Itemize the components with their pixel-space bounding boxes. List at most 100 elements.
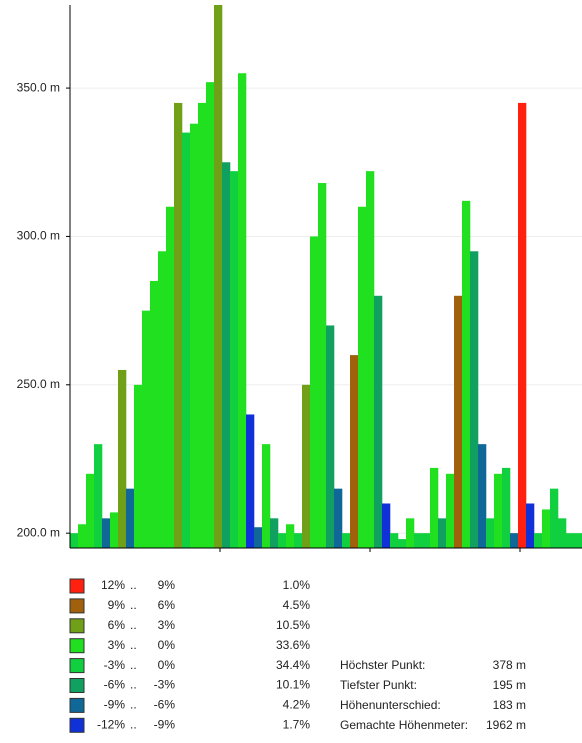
legend-share: 1.7%: [283, 717, 311, 731]
profile-bar: [206, 82, 215, 549]
profile-bar: [510, 533, 519, 548]
profile-bar: [166, 206, 175, 548]
legend-separator: ..: [130, 698, 137, 712]
profile-bar: [254, 527, 263, 548]
profile-bar: [270, 518, 279, 548]
profile-bar: [142, 310, 151, 548]
legend-to: 6%: [158, 598, 176, 612]
profile-bar: [238, 73, 247, 548]
legend-separator: ..: [130, 598, 137, 612]
profile-bar: [94, 444, 103, 548]
profile-bar: [550, 488, 559, 548]
profile-bar: [406, 518, 415, 548]
profile-bar: [126, 488, 135, 548]
legend-swatch: [69, 638, 85, 654]
profile-bar: [478, 444, 487, 548]
profile-bar: [286, 524, 295, 548]
legend-from: -3%: [104, 658, 126, 672]
profile-bar: [438, 518, 447, 548]
legend-share: 34.4%: [276, 658, 310, 672]
legend-from: -12%: [97, 717, 125, 731]
profile-bar: [102, 518, 111, 548]
profile-bar: [150, 280, 159, 548]
profile-bar: [486, 518, 495, 548]
legend-separator: ..: [130, 618, 137, 632]
legend-share: 1.0%: [283, 578, 311, 592]
stat-label: Gemachte Höhenmeter:: [340, 718, 468, 732]
y-tick-label: 300.0 m: [17, 229, 60, 243]
legend-to: 0%: [158, 658, 176, 672]
legend-from: 3%: [108, 638, 126, 652]
profile-bar: [86, 473, 95, 548]
stat-label: Höhenunterschied:: [340, 698, 441, 712]
legend-to: 9%: [158, 578, 176, 592]
legend-swatch: [69, 658, 85, 674]
legend-to: -9%: [154, 717, 176, 731]
legend-to: -6%: [154, 698, 176, 712]
y-tick-label: 250.0 m: [17, 377, 60, 391]
legend-separator: ..: [130, 638, 137, 652]
legend-from: 9%: [108, 598, 126, 612]
stat-value: 378 m: [493, 658, 526, 672]
profile-bar: [566, 533, 575, 548]
profile-bar: [390, 533, 399, 548]
legend-from: -6%: [104, 678, 126, 692]
profile-bar: [414, 533, 423, 548]
legend-share: 10.1%: [276, 678, 310, 692]
legend-from: 6%: [108, 618, 126, 632]
profile-bar: [118, 369, 127, 548]
y-tick-label: 350.0 m: [17, 80, 60, 94]
profile-bar: [494, 473, 503, 548]
legend-separator: ..: [130, 658, 137, 672]
profile-bar: [462, 200, 471, 548]
legend-from: -9%: [104, 698, 126, 712]
legend-swatch: [69, 618, 85, 634]
profile-bar: [574, 533, 582, 548]
stat-value: 195 m: [493, 678, 526, 692]
profile-bar: [366, 171, 375, 548]
legend-share: 10.5%: [276, 618, 310, 632]
profile-bar: [558, 518, 567, 548]
profile-bar: [446, 473, 455, 548]
profile-bar: [318, 183, 327, 549]
stat-value: 183 m: [493, 698, 526, 712]
profile-bar: [358, 206, 367, 548]
profile-bar: [382, 503, 391, 548]
profile-bar: [230, 171, 239, 548]
profile-bar: [430, 467, 439, 548]
legend-to: -3%: [154, 678, 176, 692]
legend-swatch: [69, 598, 85, 614]
profile-bar: [214, 5, 223, 548]
profile-bar: [326, 325, 335, 548]
profile-bar: [70, 533, 79, 548]
legend-share: 33.6%: [276, 638, 310, 652]
profile-bar: [374, 295, 383, 548]
profile-bar: [502, 467, 511, 548]
profile-bar: [190, 123, 199, 548]
profile-bar: [198, 102, 207, 548]
profile-bar: [470, 251, 479, 548]
profile-bar: [182, 132, 191, 549]
legend-separator: ..: [130, 717, 137, 731]
legend-share: 4.5%: [283, 598, 311, 612]
legend-from: 12%: [101, 578, 125, 592]
legend-separator: ..: [130, 578, 137, 592]
profile-bar: [398, 539, 407, 548]
profile-bar: [334, 488, 343, 548]
legend-to: 0%: [158, 638, 176, 652]
profile-bar: [158, 251, 167, 548]
stat-label: Tiefster Punkt:: [340, 678, 417, 692]
profile-bar: [110, 512, 119, 548]
profile-bar: [342, 533, 351, 548]
legend-swatch: [69, 578, 85, 594]
profile-bar: [278, 533, 287, 548]
legend-swatch: [69, 697, 85, 713]
profile-bar: [78, 524, 87, 548]
profile-bar: [534, 533, 543, 548]
legend-to: 3%: [158, 618, 176, 632]
profile-bar: [294, 533, 303, 548]
profile-bar: [134, 384, 143, 548]
legend-swatch: [69, 678, 85, 693]
legend-swatch: [69, 717, 85, 733]
